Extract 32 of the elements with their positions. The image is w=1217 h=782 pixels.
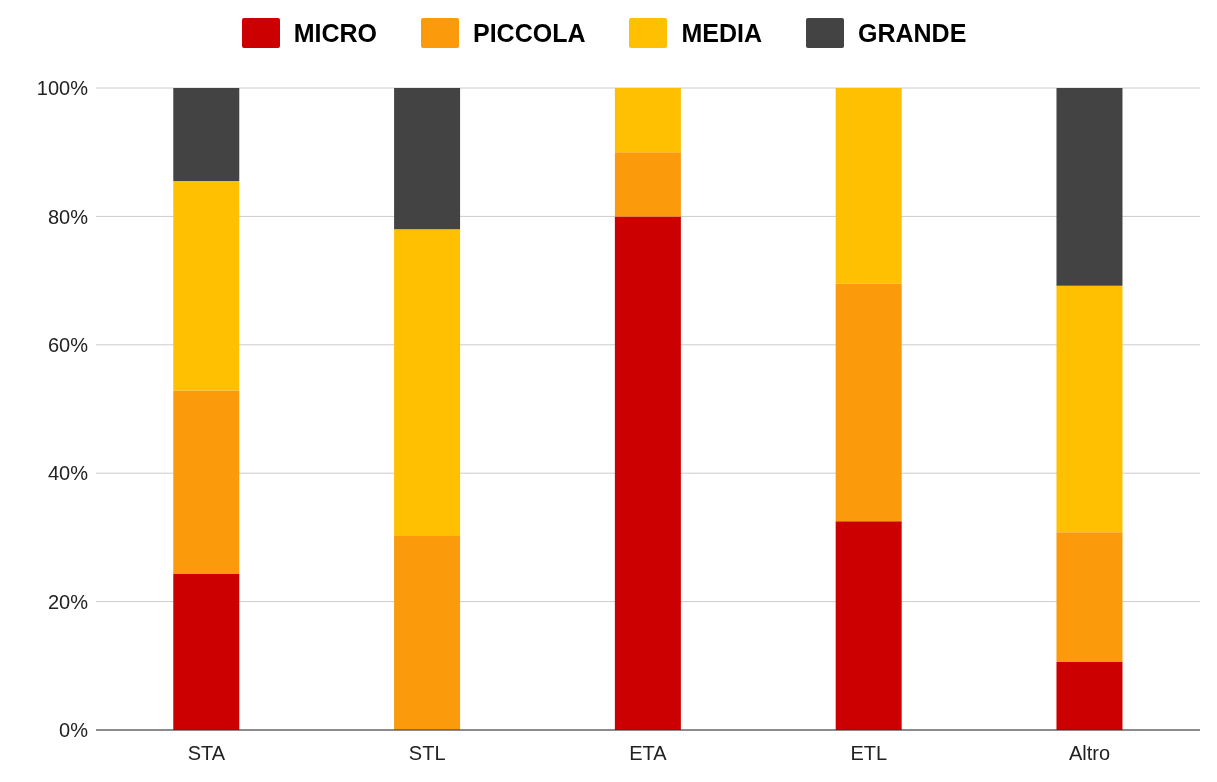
bar <box>173 181 240 391</box>
legend-label: GRANDE <box>858 18 967 48</box>
y-tick-label: 20% <box>47 590 89 613</box>
legend-label: PICCOLA <box>472 18 586 48</box>
bar <box>394 88 461 230</box>
x-tick-label: ETL <box>850 742 888 765</box>
bar <box>1056 88 1123 286</box>
y-tick-label: 100% <box>36 77 89 100</box>
y-tick-label: 0% <box>59 719 89 742</box>
bar <box>835 88 902 284</box>
x-tick-label: ETA <box>629 742 668 765</box>
x-tick-label: Altro <box>1069 742 1111 765</box>
legend-label: MICRO <box>293 18 377 48</box>
bar <box>1056 661 1123 730</box>
y-tick-label: 80% <box>47 205 89 228</box>
bar <box>173 390 240 574</box>
bar <box>394 536 461 730</box>
bar <box>835 521 902 730</box>
y-tick-label: 60% <box>47 333 89 356</box>
bar <box>614 216 681 730</box>
bar <box>394 229 461 537</box>
x-tick-label: STA <box>187 742 226 765</box>
bar <box>173 573 240 730</box>
y-tick-label: 40% <box>47 462 89 485</box>
bar <box>835 283 902 522</box>
x-tick-label: STL <box>408 742 446 765</box>
bar <box>1056 285 1123 533</box>
bar <box>614 152 681 217</box>
bar <box>173 88 240 182</box>
bar <box>1056 532 1123 662</box>
legend-label: MEDIA <box>681 18 763 48</box>
bar <box>614 88 681 153</box>
